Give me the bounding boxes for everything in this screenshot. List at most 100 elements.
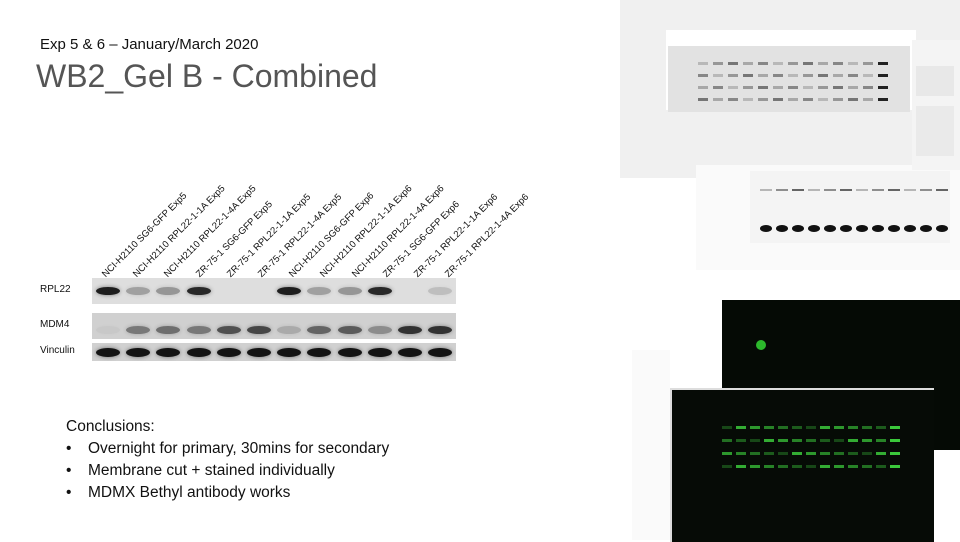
band: [96, 347, 120, 357]
band: [156, 287, 181, 295]
gel-band: [820, 439, 830, 442]
gel-band: [872, 189, 884, 191]
gel-band: [758, 98, 768, 101]
band: [428, 287, 453, 295]
gel-band: [788, 74, 798, 77]
gel-band: [713, 62, 723, 65]
gel-band: [776, 189, 788, 191]
gel-band: [803, 74, 813, 77]
conclusions-list: Overnight for primary, 30mins for second…: [66, 438, 389, 504]
gel-band: [936, 189, 948, 191]
gel-band: [820, 426, 830, 429]
list-item: MDMX Bethyl antibody works: [66, 482, 389, 504]
gel-band: [904, 225, 916, 232]
gel-band: [728, 74, 738, 77]
band: [96, 326, 120, 334]
band: [247, 347, 271, 357]
gel-band: [806, 426, 816, 429]
gel-band: [736, 439, 746, 442]
band: [216, 347, 241, 357]
gel-band: [856, 189, 868, 191]
gel-band: [764, 426, 774, 429]
gel-band: [773, 86, 783, 89]
gel-band: [863, 62, 873, 65]
gel-band: [760, 189, 772, 191]
list-item: Membrane cut + stained individually: [66, 460, 389, 482]
gel-band: [863, 74, 873, 77]
gel-band: [848, 62, 858, 65]
gel-band: [820, 452, 830, 455]
gel-band: [833, 62, 843, 65]
gel-band: [808, 189, 820, 191]
gel-band: [764, 465, 774, 468]
gel-band: [776, 225, 788, 232]
gel-band: [848, 465, 858, 468]
band: [186, 287, 211, 295]
gel-band: [758, 86, 768, 89]
gel-band: [848, 452, 858, 455]
gel-band: [890, 426, 900, 429]
band: [126, 326, 151, 334]
gel-band: [834, 439, 844, 442]
band: [126, 287, 151, 295]
gel-band: [848, 74, 858, 77]
gel-band: [743, 98, 753, 101]
gel-band: [818, 86, 828, 89]
gel-band: [778, 439, 788, 442]
gel-band: [792, 225, 804, 232]
gel-band: [878, 74, 888, 77]
band: [337, 287, 362, 295]
gel-band: [722, 426, 732, 429]
gel-band: [758, 74, 768, 77]
gel-band: [792, 439, 802, 442]
band: [337, 326, 362, 334]
gel-band: [803, 98, 813, 101]
band: [428, 347, 453, 357]
band: [307, 287, 332, 295]
gel-band: [818, 62, 828, 65]
gel-band: [890, 465, 900, 468]
gel-band: [773, 74, 783, 77]
band: [367, 287, 392, 295]
gel-band: [792, 452, 802, 455]
band: [398, 326, 422, 334]
gel-band: [834, 465, 844, 468]
band: [337, 347, 362, 357]
slide-subtitle: Exp 5 & 6 – January/March 2020: [40, 36, 259, 53]
gel-band: [806, 439, 816, 442]
band: [307, 326, 332, 334]
band: [186, 326, 211, 334]
gel-band: [876, 465, 886, 468]
gel-band: [698, 86, 708, 89]
band: [96, 287, 120, 295]
gel-band: [778, 452, 788, 455]
gel-band: [713, 86, 723, 89]
gel-band: [743, 74, 753, 77]
band: [156, 326, 181, 334]
gel-band: [773, 98, 783, 101]
gel-band: [743, 62, 753, 65]
gel-band: [890, 439, 900, 442]
gel-band: [824, 189, 836, 191]
gel-band: [736, 426, 746, 429]
band: [307, 347, 332, 357]
gel-band: [876, 452, 886, 455]
gel-band: [920, 189, 932, 191]
slide-title: WB2_Gel B - Combined: [36, 58, 378, 94]
gel-band: [750, 452, 760, 455]
band: [277, 347, 302, 357]
gel-band: [818, 98, 828, 101]
gel-band: [856, 225, 868, 232]
gel-band: [736, 465, 746, 468]
gel-band: [764, 439, 774, 442]
gel-band: [863, 98, 873, 101]
gel-band: [722, 452, 732, 455]
gel-band: [713, 98, 723, 101]
gel-band: [818, 74, 828, 77]
gel-band: [806, 465, 816, 468]
raw-scan-side-strip: [912, 40, 960, 170]
gel-band: [840, 189, 852, 191]
gel-band: [833, 98, 843, 101]
blot-strip: [92, 278, 456, 304]
raw-scan-white-frame: [632, 350, 670, 540]
